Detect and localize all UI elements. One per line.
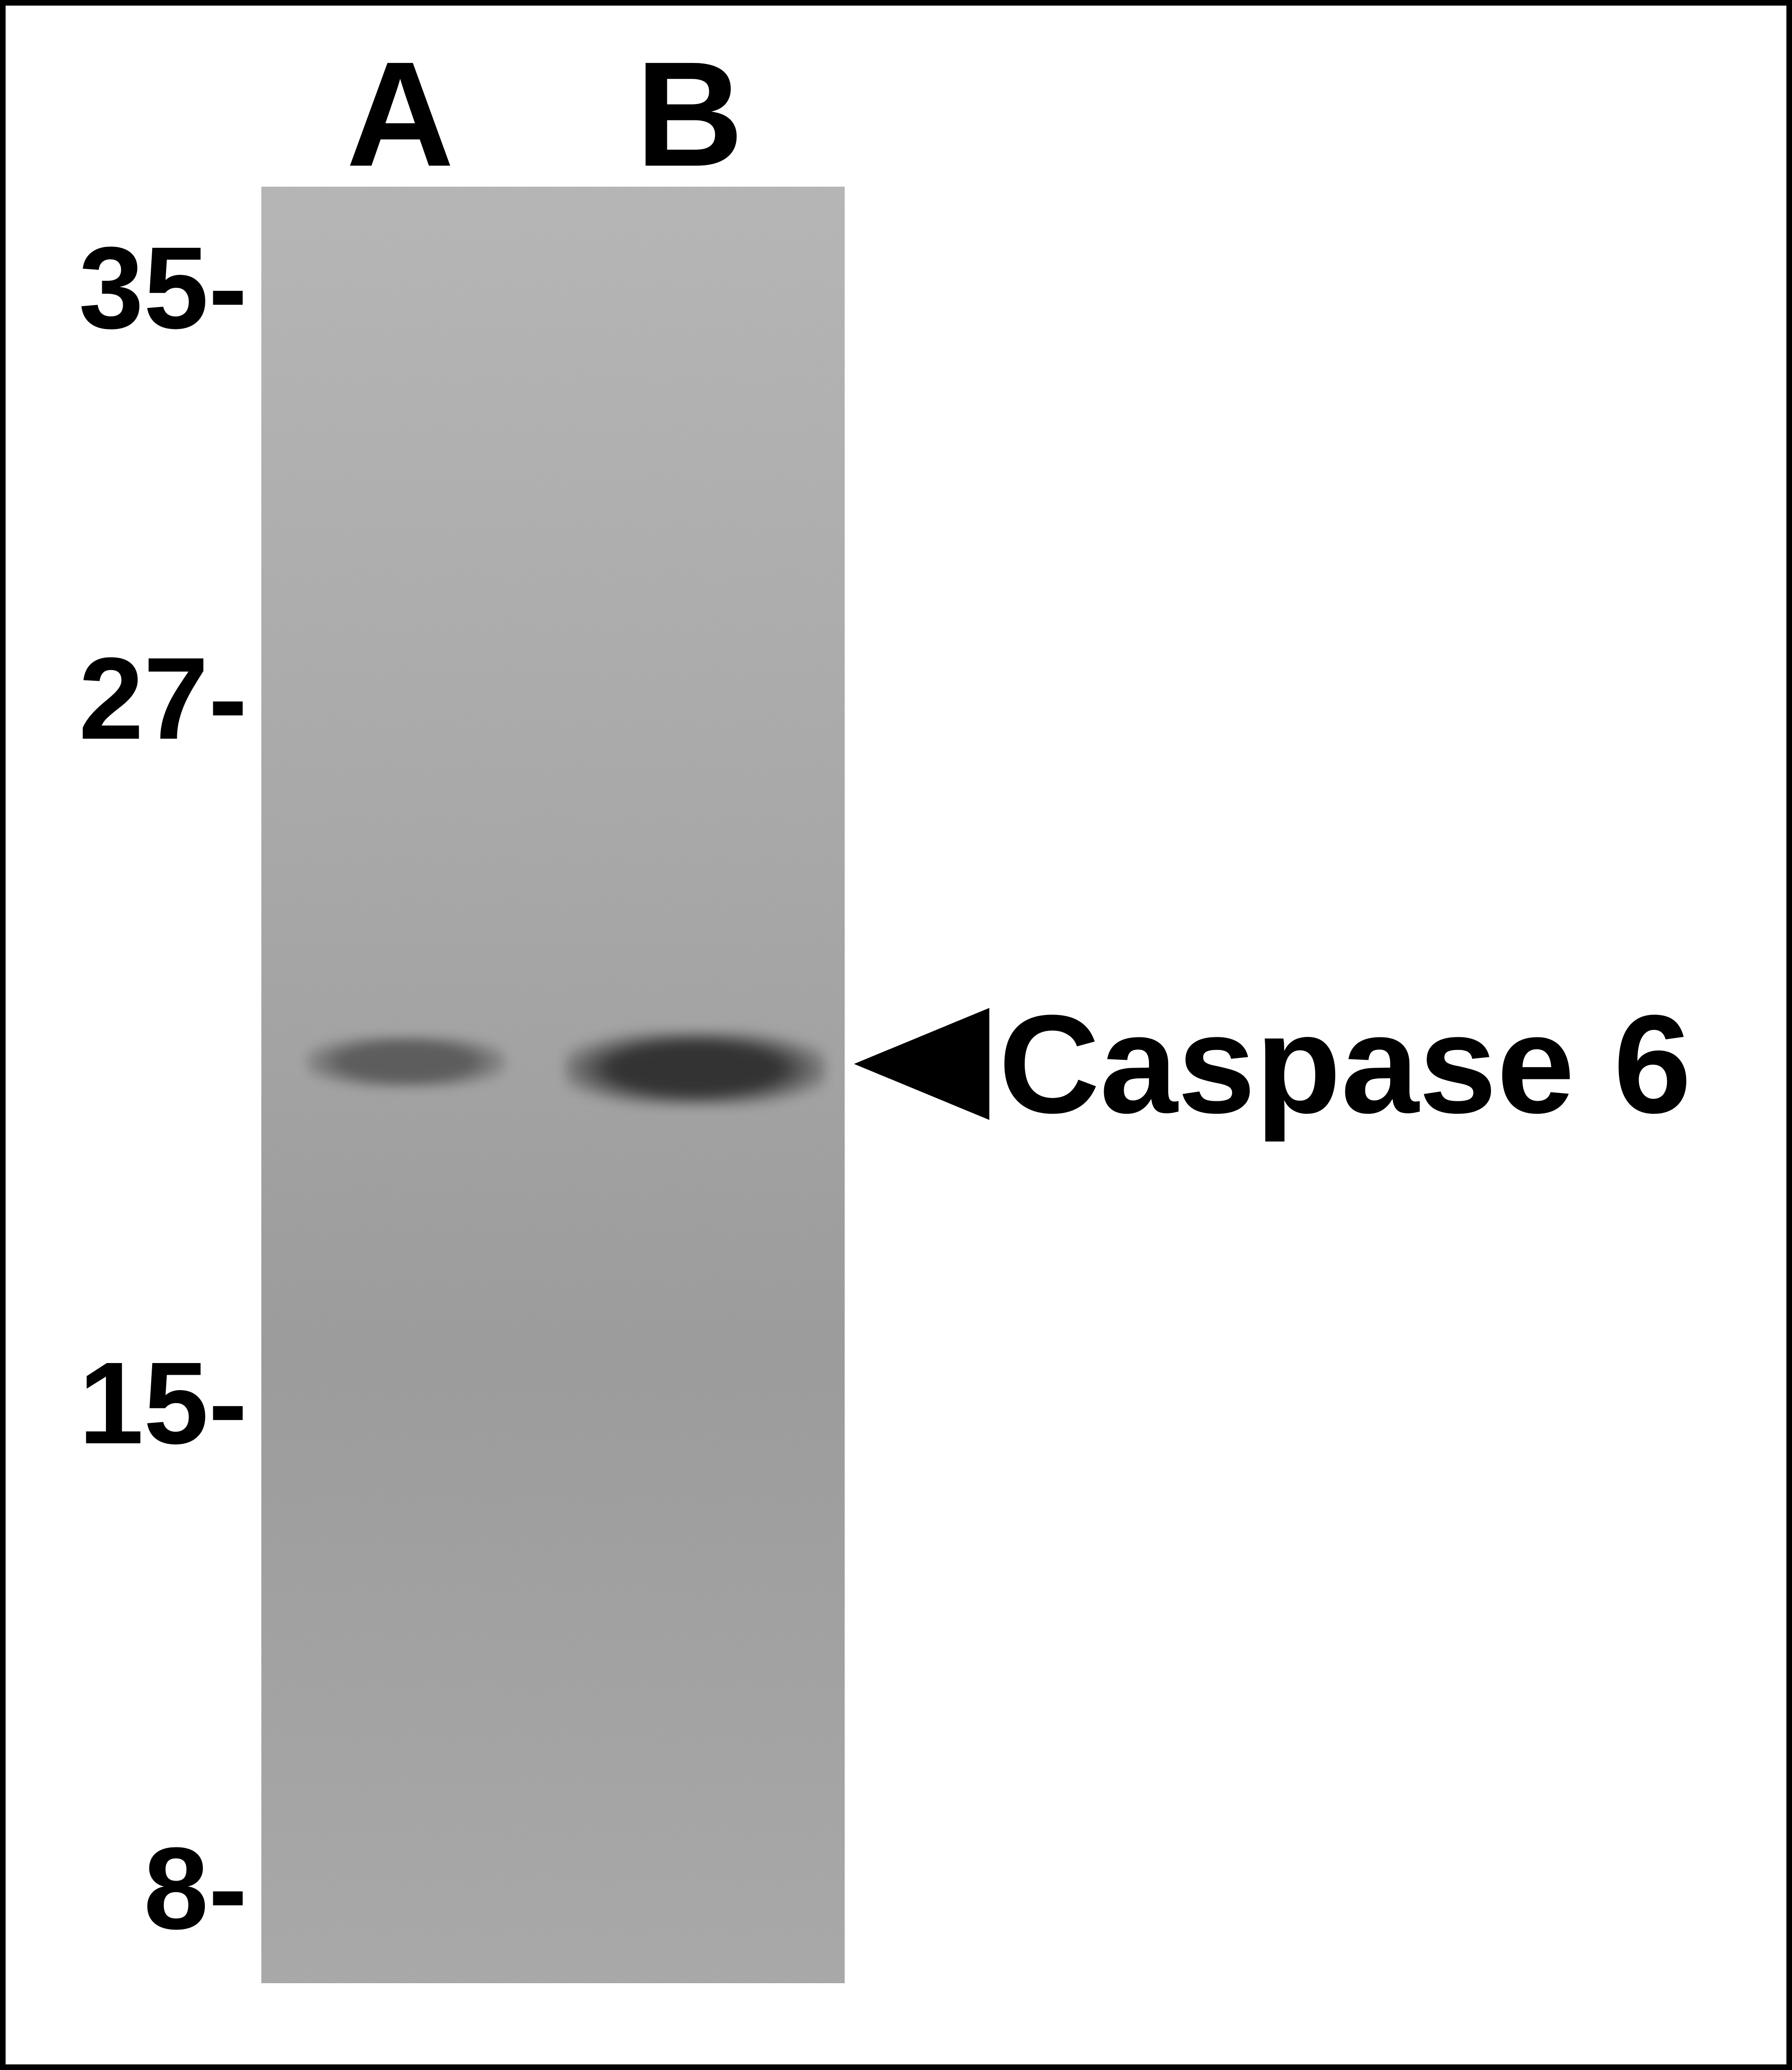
western-blot-figure: 35-27-15-8- AB Caspase 6 xyxy=(0,0,1792,2070)
lane-labels: AB xyxy=(0,0,1792,187)
mw-marker: 35- xyxy=(0,221,247,355)
mw-marker: 15- xyxy=(0,1336,247,1470)
blot-strip xyxy=(261,187,845,1983)
band xyxy=(565,1031,826,1106)
mw-marker-labels: 35- 27- 15- 8- xyxy=(0,0,247,2070)
band xyxy=(306,1035,506,1089)
band-arrow-label: Caspase 6 xyxy=(854,1008,1691,1120)
band-label-text: Caspase 6 xyxy=(999,983,1691,1145)
mw-marker: 8- xyxy=(0,1821,247,1955)
lane-label: A xyxy=(346,28,454,200)
lane-label: B xyxy=(636,28,743,200)
arrow-left-icon xyxy=(854,1008,989,1120)
mw-marker: 27- xyxy=(0,631,247,765)
